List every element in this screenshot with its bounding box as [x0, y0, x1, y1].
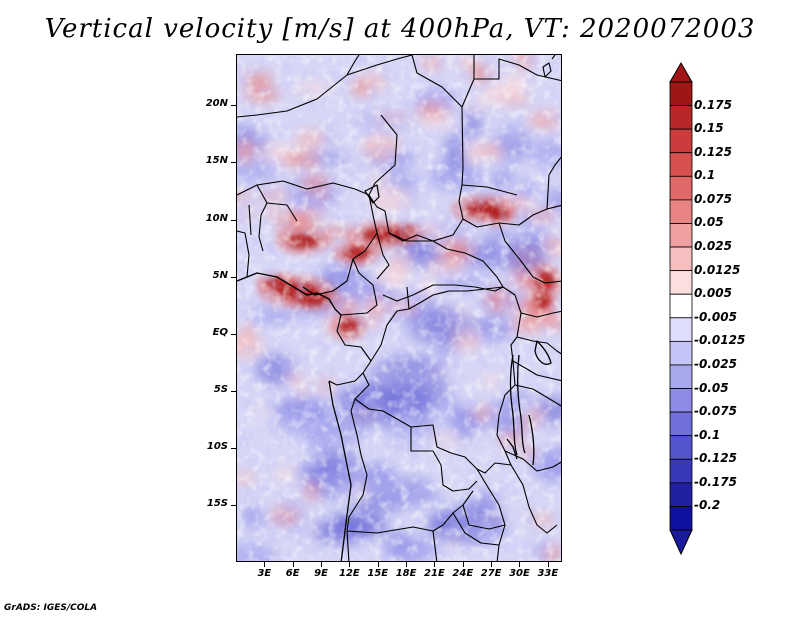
lon-tick [377, 562, 379, 567]
lon-tick [349, 562, 351, 567]
chart-title: Vertical velocity [m/s] at 400hPa, VT: 2… [44, 14, 756, 44]
colorbar-box [669, 105, 693, 130]
colorbar-label: 0.15 [694, 121, 724, 136]
lon-label: 9E [314, 568, 328, 579]
lon-label: 30E [509, 568, 530, 579]
colorbar-box [669, 435, 693, 460]
colorbar-label: 0.1 [694, 168, 716, 183]
lon-tick [547, 562, 549, 567]
colorbar-label: -0.0125 [694, 333, 746, 348]
country-borders [237, 55, 561, 561]
colorbar-boxes [669, 81, 693, 531]
lon-label: 21E [424, 568, 445, 579]
colorbar-label: -0.125 [694, 451, 737, 466]
colorbar-box [669, 199, 693, 224]
lat-tick [231, 105, 236, 107]
colorbar-label: -0.175 [694, 474, 737, 489]
lon-label: 33E [537, 568, 559, 579]
lon-tick [321, 562, 323, 567]
lon-label: 27E [480, 568, 502, 579]
colorbar-label: -0.2 [694, 498, 721, 513]
lon-tick [292, 562, 294, 567]
colorbar-label: 0.025 [694, 239, 732, 254]
colorbar-label: -0.05 [694, 380, 729, 395]
lon-tick [462, 562, 464, 567]
colorbar-box [669, 506, 693, 531]
lon-tick [406, 562, 408, 567]
colorbar-box [669, 293, 693, 319]
colorbar-label: 0.0125 [694, 262, 741, 277]
colorbar [669, 62, 693, 556]
lat-label: 5S [213, 383, 228, 395]
map-panel [236, 54, 562, 562]
colorbar-label: 0.075 [694, 191, 732, 206]
lon-tick [264, 562, 266, 567]
lon-label: 3E [257, 568, 272, 579]
colorbar-box [669, 340, 693, 366]
colorbar-box [669, 246, 693, 272]
colorbar-label: -0.075 [694, 404, 737, 419]
lat-tick [231, 276, 236, 278]
colorbar-box [669, 175, 693, 201]
lon-tick [519, 562, 521, 567]
colorbar-box [669, 482, 693, 507]
colorbar-label: -0.1 [694, 427, 721, 442]
lat-label: 5N [212, 269, 228, 281]
lat-tick [231, 447, 236, 449]
colorbar-label: 0.005 [694, 286, 732, 301]
lat-tick [231, 162, 236, 164]
colorbar-label: -0.005 [694, 309, 737, 324]
lon-label: 24E [452, 568, 474, 579]
lon-label: 15E [367, 568, 389, 579]
lon-label: 12E [339, 568, 360, 579]
colorbar-box [669, 270, 693, 295]
lat-label: 10N [205, 212, 228, 224]
lat-tick [231, 390, 236, 392]
colorbar-label: 0.05 [694, 215, 724, 230]
lon-tick [434, 562, 436, 567]
lat-label: 15S [206, 497, 228, 509]
lon-label: 6E [285, 568, 300, 579]
colorbar-box [669, 223, 693, 248]
colorbar-label: 0.125 [694, 144, 732, 159]
lat-label: EQ [212, 326, 228, 338]
lat-tick [231, 504, 236, 506]
colorbar-box [669, 388, 693, 413]
grads-credit: GrADS: IGES/COLA [4, 603, 98, 613]
lon-label: 18E [395, 568, 417, 579]
lon-tick [491, 562, 493, 567]
colorbar-label: 0.175 [694, 97, 732, 112]
colorbar-box [669, 317, 693, 342]
lat-label: 15N [205, 155, 228, 167]
colorbar-box [669, 128, 693, 154]
colorbar-box [669, 152, 693, 177]
colorbar-bottom-arrow [669, 529, 693, 556]
colorbar-label: -0.025 [694, 356, 737, 371]
colorbar-box [669, 411, 693, 437]
colorbar-box [669, 458, 693, 484]
colorbar-box [669, 364, 693, 389]
lat-tick [231, 333, 236, 335]
vertical-velocity-field [237, 55, 561, 561]
lat-label: 10S [206, 440, 228, 452]
lat-tick [231, 219, 236, 221]
colorbar-top-arrow [669, 62, 693, 83]
colorbar-box [669, 81, 693, 106]
lat-label: 20N [205, 98, 228, 110]
